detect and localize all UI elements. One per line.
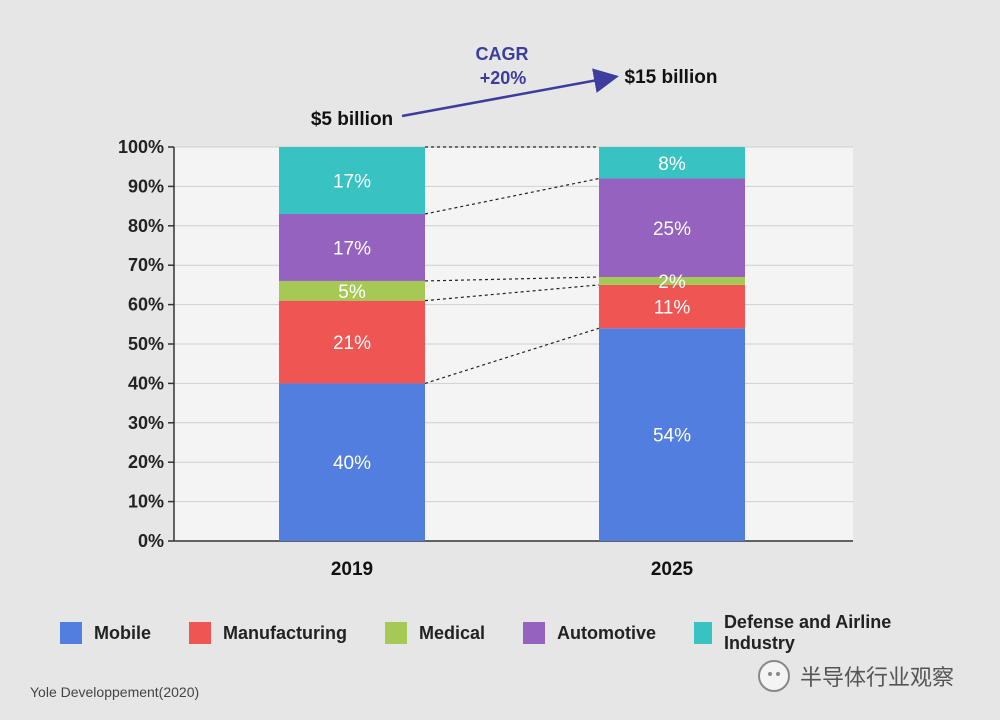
bar-segment-mobile-2019 [279, 383, 425, 541]
legend-label: Automotive [557, 622, 657, 643]
legend-swatch [523, 622, 546, 644]
watermark-text: 半导体行业观察 [800, 666, 955, 691]
y-tick-label: 0% [138, 531, 164, 551]
legend-label: Mobile [94, 622, 151, 643]
bar-segment-mobile-2025 [599, 328, 745, 541]
legend-swatch [694, 622, 712, 644]
y-tick-label: 100% [118, 137, 164, 157]
cagr-label-line2: +20% [480, 68, 527, 88]
start-total-label: $5 billion [311, 109, 393, 130]
data-label: 11% [654, 298, 691, 319]
bar-segment-manufacturing-2019 [279, 300, 425, 384]
data-label: 2% [658, 272, 686, 293]
connector-line [424, 327, 600, 384]
legend-label: Medical [419, 622, 486, 643]
legend-swatch [189, 622, 211, 644]
connector-line [424, 284, 600, 302]
y-tick-label: 20% [128, 452, 164, 472]
connector-line [424, 276, 600, 282]
y-tick-label: 50% [128, 334, 164, 354]
data-label: 17% [333, 238, 371, 259]
bar-segment-medical-2019 [279, 280, 425, 301]
source-credit: Yole Developpement(2020) [30, 684, 200, 700]
y-tick-label: 10% [128, 492, 164, 512]
legend-item: Defense and Airline Industry [694, 612, 922, 654]
data-label: 8% [658, 154, 686, 175]
watermark: 半导体行业观察 [758, 660, 954, 692]
legend-label: Manufacturing [223, 622, 347, 643]
data-label: 40% [333, 453, 371, 474]
legend: Mobile Manufacturing Medical Automotive Defe… [60, 612, 960, 654]
bar-segment-automotive-2025 [599, 178, 745, 278]
wechat-icon [758, 660, 790, 692]
stacked-bar-chart: 0% 10% 20% 30% 40% 50% 60% 70% 80% 90% 100% 40% 21%… [118, 44, 853, 580]
data-label: 5% [338, 282, 366, 303]
bar-segment-manufacturing-2025 [599, 284, 745, 329]
end-total-label: $15 billion [625, 67, 718, 88]
legend-label: Defense and Airline Industry [723, 612, 892, 653]
data-label: 21% [333, 333, 371, 354]
y-tick-label: 60% [128, 295, 164, 315]
y-tick-label: 90% [128, 176, 164, 196]
legend-item: Medical [385, 622, 485, 644]
y-tick-label: 70% [128, 255, 164, 275]
legend-swatch [385, 622, 407, 644]
bar-segment-automotive-2019 [279, 213, 425, 281]
y-tick-label: 40% [128, 373, 164, 393]
legend-item: Mobile [60, 622, 151, 644]
data-label: 54% [653, 426, 691, 447]
y-tick-label: 30% [128, 413, 164, 433]
bar-segment-medical-2025 [599, 277, 745, 285]
data-label: 17% [333, 171, 371, 192]
y-tick-label: 80% [128, 216, 164, 236]
legend-swatch [60, 622, 82, 644]
data-label: 25% [653, 219, 691, 240]
cagr-label-line1: CAGR [476, 44, 529, 64]
bar-segment-defense-and-airline-industry-2019 [279, 147, 425, 214]
cagr-arrow [401, 68, 619, 118]
legend-item: Manufacturing [189, 622, 347, 644]
bar-segment-defense-and-airline-industry-2025 [599, 147, 745, 179]
legend-item: Automotive [523, 622, 656, 644]
x-tick-label: 2019 [331, 559, 373, 580]
x-tick-label: 2025 [651, 559, 694, 580]
